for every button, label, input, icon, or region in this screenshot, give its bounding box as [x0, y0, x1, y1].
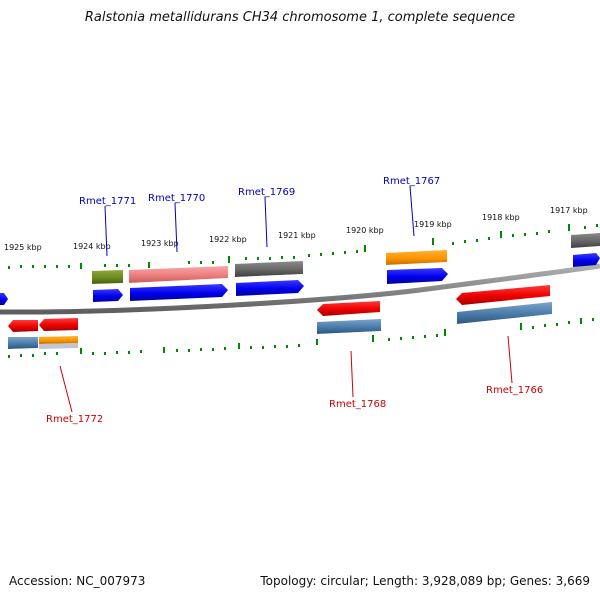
chromosome-backbone	[0, 263, 600, 315]
gene-feature-olive[interactable]	[92, 270, 123, 287]
gene-feature-steel[interactable]	[8, 337, 38, 352]
scale-label: 1919 kbp	[414, 220, 452, 229]
cds-arrow-reverse[interactable]	[39, 318, 78, 331]
scale-label: 1924 kbp	[73, 242, 111, 251]
gene-feature-orange[interactable]	[39, 336, 78, 349]
sequence-info-text: Topology: circular; Length: 3,928,089 bp…	[260, 574, 590, 588]
reverse-gene-labels: Rmet_1772 Rmet_1768 Rmet_1766	[46, 385, 543, 425]
lower-tick-track	[8, 318, 594, 358]
scale-label: 1925 kbp	[4, 243, 42, 252]
gene-label-forward[interactable]: Rmet_1767	[383, 176, 440, 187]
scale-label: 1922 kbp	[209, 235, 247, 244]
gene-label-reverse[interactable]: Rmet_1768	[329, 399, 386, 410]
scale-label: 1920 kbp	[346, 226, 384, 235]
cds-arrow-forward[interactable]	[130, 284, 228, 301]
cds-arrow-forward[interactable]	[0, 293, 8, 305]
gene-label-forward[interactable]: Rmet_1770	[148, 193, 205, 204]
gene-label-forward[interactable]: Rmet_1771	[79, 196, 136, 207]
gene-label-forward[interactable]: Rmet_1769	[238, 187, 295, 198]
gene-feature-gray[interactable]	[571, 233, 600, 248]
cds-arrow-reverse[interactable]	[317, 301, 380, 316]
cds-arrow-reverse[interactable]	[456, 285, 550, 305]
gene-label-reverse[interactable]: Rmet_1772	[46, 414, 103, 425]
forward-label-connectors	[104, 185, 415, 257]
cds-arrow-forward[interactable]	[573, 253, 600, 267]
cds-arrow-reverse[interactable]	[8, 320, 38, 332]
scale-label: 1917 kbp	[550, 206, 588, 215]
accession-text: Accession: NC_007973	[9, 574, 146, 588]
reverse-label-connectors	[59, 335, 513, 413]
scale-label: 1921 kbp	[278, 231, 316, 240]
forward-feature-track	[92, 233, 600, 287]
gene-feature-orange[interactable]	[386, 250, 447, 268]
reverse-cds-track	[8, 285, 550, 332]
gene-feature-steel[interactable]	[317, 319, 381, 337]
forward-gene-labels: Rmet_1771 Rmet_1770 Rmet_1769 Rmet_1767	[79, 176, 440, 207]
reverse-feature-track	[8, 302, 552, 352]
map-title: Ralstonia metallidurans CH34 chromosome …	[84, 10, 516, 25]
gene-feature-pink[interactable]	[129, 266, 228, 286]
cds-arrow-forward[interactable]	[93, 289, 123, 302]
cds-arrow-forward[interactable]	[236, 280, 304, 296]
gene-label-reverse[interactable]: Rmet_1766	[486, 385, 543, 396]
cds-arrow-forward[interactable]	[387, 268, 448, 284]
gene-feature-steel[interactable]	[457, 302, 552, 327]
forward-cds-track	[0, 253, 600, 305]
scale-label: 1918 kbp	[482, 213, 520, 222]
upper-tick-track	[8, 224, 598, 269]
scale-labels: 1925 kbp 1924 kbp 1923 kbp 1922 kbp 1921…	[4, 206, 588, 252]
gene-feature-gray[interactable]	[235, 261, 303, 280]
scale-label: 1923 kbp	[141, 239, 179, 248]
